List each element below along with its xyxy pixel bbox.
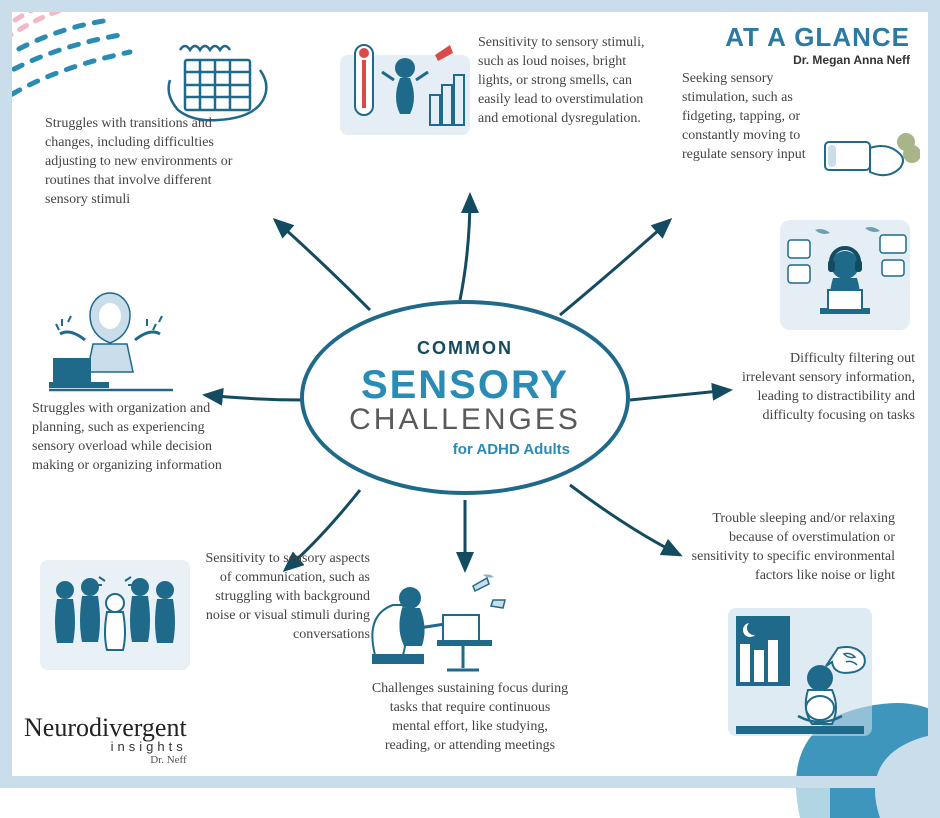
oval-common: COMMON bbox=[417, 338, 513, 359]
footer-logo: Neurodivergent insights Dr. Neff bbox=[24, 716, 187, 766]
decor-top-left bbox=[0, 0, 160, 110]
oval-sensory: SENSORY bbox=[361, 365, 569, 405]
text-organization: Struggles with organization and planning… bbox=[32, 400, 222, 476]
logo-tiny: Dr. Neff bbox=[24, 754, 187, 766]
focus-illustration bbox=[355, 560, 520, 685]
text-transitions: Struggles with transitions and changes, … bbox=[45, 115, 245, 209]
distraction-illustration bbox=[770, 210, 920, 345]
oval-subtitle: for ADHD Adults bbox=[453, 441, 570, 458]
header-title: AT A GLANCE bbox=[725, 22, 910, 53]
header-subtitle: Dr. Megan Anna Neff bbox=[725, 53, 910, 67]
text-filtering: Difficulty filtering out irrelevant sens… bbox=[740, 350, 915, 426]
fidget-hand-icon bbox=[820, 120, 920, 190]
header: AT A GLANCE Dr. Megan Anna Neff bbox=[725, 22, 910, 67]
center-oval: COMMON SENSORY CHALLENGES for ADHD Adult… bbox=[300, 300, 630, 495]
overstim-illustration bbox=[340, 25, 470, 140]
planning-illustration bbox=[35, 280, 175, 395]
oval-challenges: CHALLENGES bbox=[349, 405, 581, 435]
logo-main: Neurodivergent bbox=[24, 716, 187, 739]
text-sleep: Trouble sleeping and/or relaxing because… bbox=[680, 510, 895, 586]
text-seeking: Seeking sensory stimulation, such as fid… bbox=[682, 70, 822, 164]
communication-illustration bbox=[35, 545, 195, 680]
text-stimuli: Sensitivity to sensory stimuli, such as … bbox=[478, 34, 658, 128]
text-communication: Sensitivity to sensory aspects of commun… bbox=[200, 550, 370, 644]
text-focus: Challenges sustaining focus during tasks… bbox=[370, 680, 570, 756]
sleep-illustration bbox=[720, 600, 880, 745]
